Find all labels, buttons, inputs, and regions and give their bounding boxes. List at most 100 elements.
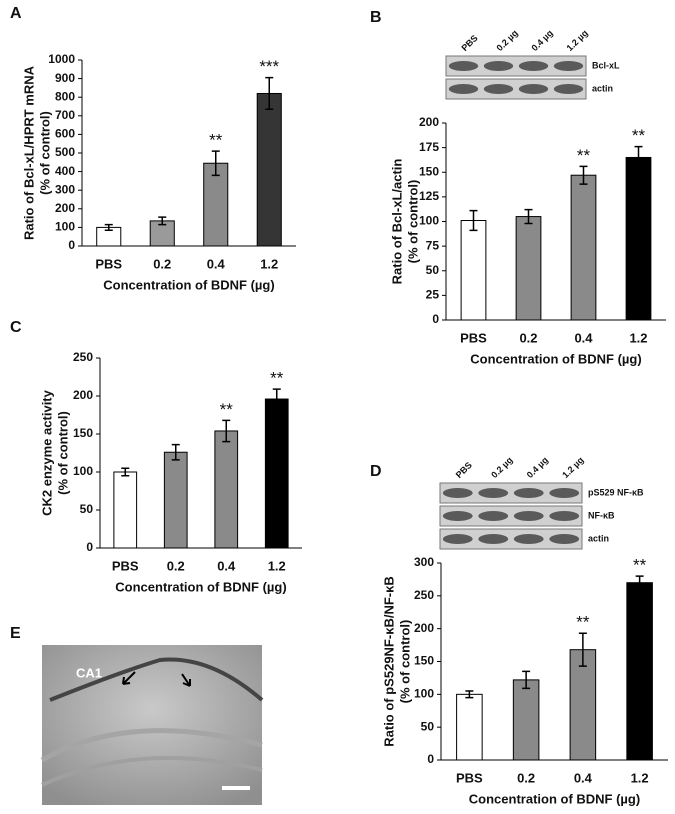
y-axis-label: (% of control) <box>37 111 52 195</box>
blot-strip <box>439 482 583 504</box>
bar <box>113 471 138 549</box>
significance: ** <box>633 556 647 575</box>
lane-label: 0.2 µg <box>489 455 514 480</box>
arrow <box>122 671 136 685</box>
blot-band <box>549 511 580 521</box>
bar <box>163 451 188 549</box>
lane-label: 0.2 µg <box>495 28 520 53</box>
x-axis-label: Concentration of BDNF (µg) <box>103 277 274 292</box>
x-tick-label: 0.2 <box>167 558 185 573</box>
error-bar <box>211 150 220 177</box>
blot-band <box>513 488 544 498</box>
significance: *** <box>259 57 279 76</box>
significance: ** <box>632 126 646 145</box>
region-label: CA1 <box>76 665 102 680</box>
blot-band <box>478 488 509 498</box>
blot-strip <box>445 78 587 100</box>
error-bar <box>465 690 474 699</box>
y-tick-label: 150 <box>419 164 439 178</box>
y-tick-label: 50 <box>80 502 94 516</box>
band-label: actin <box>592 83 613 93</box>
band-label: Bcl-xL <box>592 60 620 70</box>
significance: ** <box>270 369 284 388</box>
dentate <box>41 756 263 787</box>
significance: ** <box>577 146 591 165</box>
x-tick-label: PBS <box>112 558 139 573</box>
blot-strip <box>445 55 587 77</box>
blot-band <box>553 84 584 94</box>
panel-letter: B <box>370 9 382 26</box>
x-tick-label: 1.2 <box>629 330 647 345</box>
y-tick-label: 200 <box>414 621 434 635</box>
y-tick-label: 600 <box>55 127 75 141</box>
bar <box>256 92 282 247</box>
blot-band <box>513 511 544 521</box>
blot-band <box>448 61 479 71</box>
blot-band <box>478 534 509 544</box>
blot-band <box>442 511 473 521</box>
x-tick-label: PBS <box>456 770 483 785</box>
x-tick-label: 1.2 <box>268 558 286 573</box>
y-axis-label: Ratio of Bcl-xL/HPRT mRNA <box>21 65 36 240</box>
lane-label: 1.2 µg <box>560 455 585 480</box>
lane-label: PBS <box>460 33 480 53</box>
lane-label: 1.2 µg <box>565 28 590 53</box>
bar <box>570 174 597 321</box>
error-bar <box>524 208 533 225</box>
blot-band <box>442 534 473 544</box>
error-bar <box>272 388 281 410</box>
y-axis-label: CK2 enzyme activity <box>39 389 54 515</box>
error-bar <box>265 76 274 111</box>
error-bar <box>635 575 644 591</box>
x-tick-label: PBS <box>460 330 487 345</box>
x-tick-label: 0.4 <box>574 330 593 345</box>
y-tick-label: 700 <box>55 108 75 122</box>
lane-label: 0.4 µg <box>525 455 550 480</box>
y-tick-label: 0 <box>432 312 439 326</box>
band-label: actin <box>588 533 609 543</box>
blot-band <box>518 61 549 71</box>
y-tick-label: 125 <box>419 189 439 203</box>
blot-band <box>553 61 584 71</box>
y-tick-label: 50 <box>421 719 435 733</box>
significance: ** <box>209 131 223 150</box>
y-axis-label: (% of control) <box>405 180 420 264</box>
y-axis-label: Ratio of pS529NF-κB/NF-κB <box>381 576 396 747</box>
blot-strip <box>439 528 583 550</box>
x-tick-label: 0.2 <box>517 770 535 785</box>
bar <box>625 156 652 321</box>
bar <box>460 220 487 321</box>
image-panel: E CA1 <box>10 625 264 805</box>
lane-label: 0.4 µg <box>530 28 555 53</box>
y-tick-label: 800 <box>55 89 75 103</box>
error-bar <box>222 419 231 443</box>
y-tick-label: 150 <box>414 654 434 668</box>
y-tick-label: 100 <box>73 464 93 478</box>
blot-band <box>483 61 514 71</box>
y-axis-label: (% of control) <box>55 411 70 495</box>
y-tick-label: 300 <box>414 555 434 569</box>
band-label: NF-κB <box>588 510 615 520</box>
y-tick-label: 0 <box>86 540 93 554</box>
x-tick-label: 0.4 <box>217 558 236 573</box>
error-bar <box>634 145 643 170</box>
x-tick-label: 0.2 <box>519 330 537 345</box>
y-tick-label: 200 <box>55 201 75 215</box>
y-tick-label: 100 <box>419 214 439 228</box>
y-tick-label: 0 <box>427 752 434 766</box>
y-axis-label: Ratio of Bcl-xL/actin <box>389 159 404 285</box>
y-tick-label: 300 <box>55 182 75 196</box>
blot-band <box>513 534 544 544</box>
band-label: pS529 NF-κB <box>588 487 644 497</box>
y-tick-label: 75 <box>426 238 440 252</box>
y-tick-label: 900 <box>55 71 75 85</box>
blot-band <box>448 84 479 94</box>
x-axis-label: Concentration of BDNF (µg) <box>469 791 640 806</box>
panel-letter: D <box>370 463 382 480</box>
bar <box>512 679 540 761</box>
bar <box>214 430 239 549</box>
x-tick-label: 0.2 <box>153 256 171 271</box>
y-tick-label: 175 <box>419 140 439 154</box>
y-axis-label: (% of control) <box>397 620 412 704</box>
